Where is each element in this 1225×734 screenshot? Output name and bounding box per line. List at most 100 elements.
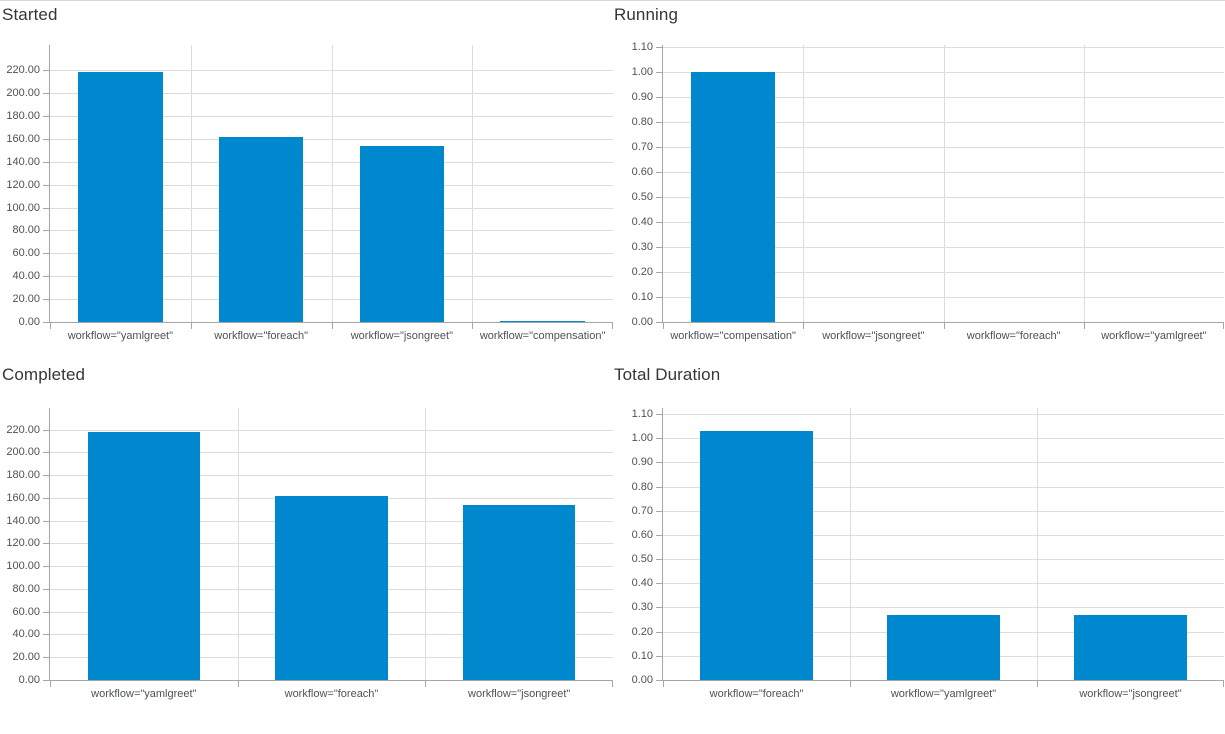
y-axis-tick	[43, 475, 49, 477]
y-axis-tick	[656, 71, 662, 73]
bar	[887, 614, 1000, 680]
bar	[700, 430, 813, 680]
y-axis-tick-label: 0.50	[631, 190, 653, 203]
y-axis-tick	[656, 271, 662, 273]
x-axis-category-label: workflow="foreach"	[966, 330, 1061, 342]
y-axis-tick	[43, 322, 49, 323]
y-axis-tick	[656, 510, 662, 512]
panel-title-started: Started	[2, 5, 58, 24]
gridline-horizontal	[663, 462, 1224, 464]
y-axis-tick-label: 0.90	[631, 456, 653, 469]
y-axis-tick-label: 100.00	[6, 560, 40, 573]
y-axis-tick-label: 0.10	[631, 649, 653, 662]
bar	[359, 145, 445, 322]
y-axis-tick-label: 0.10	[631, 290, 653, 303]
x-axis-category-label: workflow="jsongreet"	[468, 688, 571, 700]
y-axis-tick-label: 200.00	[6, 446, 40, 459]
y-axis-tick	[43, 70, 49, 72]
y-axis-tick	[43, 429, 49, 431]
y-axis-tick-label: 0.80	[631, 480, 653, 493]
gridline-vertical	[237, 408, 239, 680]
y-axis-tick-label: 0.00	[18, 674, 40, 686]
bar	[462, 504, 576, 680]
y-axis-tick	[656, 607, 662, 609]
gridline-vertical	[943, 45, 945, 322]
y-axis-tick	[43, 184, 49, 186]
x-axis-tick	[850, 681, 851, 687]
y-axis-tick-label: 0.00	[18, 316, 40, 328]
y-axis-tick	[656, 486, 662, 488]
gridline-vertical	[331, 45, 333, 322]
running-bar-chart: 0.00 0.10 0.20 0.30 0.40 0.50 0.60 0.70 0.80 0.90…	[632, 41, 1224, 342]
gridline-horizontal	[663, 486, 1224, 488]
bar	[500, 320, 585, 322]
y-axis-tick-label: 0.30	[631, 240, 653, 253]
gridline-vertical	[1037, 408, 1038, 680]
panel-total-duration: Total Duration 0.00 0.10 0.20 0.30 0.40 0.50 0…	[612, 360, 1225, 734]
y-axis-tick	[656, 146, 662, 148]
x-axis-tick	[612, 323, 613, 329]
total-duration-bar-chart: 0.00 0.10 0.20 0.30 0.40 0.50 0.60 0.70 0.80 0.90…	[632, 408, 1224, 700]
bar	[1074, 614, 1187, 680]
y-axis-tick-label: 220.00	[6, 64, 40, 77]
y-axis-tick-label: 140.00	[6, 514, 40, 527]
panel-title-completed: Completed	[2, 365, 86, 384]
bar	[275, 495, 388, 680]
completed-bar-chart: 0.00 20.00 40.00 60.00 80.00 100.00 120.00 140.…	[6, 408, 613, 700]
x-axis-category-label: workflow="foreach"	[284, 688, 379, 700]
y-axis-tick-label: 100.00	[6, 201, 40, 214]
y-axis-tick	[656, 680, 662, 681]
y-axis-tick-label: 80.00	[12, 224, 40, 237]
y-axis-tick-label: 80.00	[12, 582, 40, 595]
y-axis-tick	[43, 680, 49, 681]
y-axis-tick	[43, 299, 49, 301]
y-axis-tick	[656, 631, 662, 633]
y-axis-tick-label: 160.00	[6, 491, 40, 504]
x-axis-category-label: workflow="yamlgreet"	[67, 330, 174, 342]
y-axis-tick-label: 60.00	[12, 247, 40, 260]
bar	[691, 71, 776, 322]
y-axis-tick	[656, 414, 662, 416]
y-axis-tick-label: 200.00	[6, 87, 40, 100]
y-axis-tick-label: 1.00	[631, 65, 653, 78]
gridline-horizontal	[663, 559, 1224, 561]
gridline-horizontal	[663, 534, 1224, 536]
y-axis-tick	[43, 520, 49, 522]
y-axis-tick	[656, 296, 662, 298]
y-axis-tick-label: 0.30	[631, 601, 653, 614]
y-axis-tick	[43, 230, 49, 232]
gridline-horizontal	[663, 510, 1224, 512]
gridline-horizontal	[663, 414, 1224, 416]
x-axis-tick	[190, 323, 192, 329]
x-axis-tick	[803, 323, 805, 329]
x-axis-category-label: workflow="jsongreet"	[1079, 688, 1182, 700]
x-axis-tick	[331, 323, 333, 329]
gridline-vertical	[472, 45, 474, 322]
y-axis-tick	[656, 196, 662, 198]
y-axis-tick-label: 1.10	[631, 408, 653, 421]
y-axis-tick	[43, 253, 49, 255]
y-axis-tick	[656, 221, 662, 223]
y-axis-tick-label: 0.80	[631, 115, 653, 128]
y-axis-tick-label: 1.10	[631, 40, 653, 53]
bar	[87, 431, 201, 680]
panel-completed: Completed 0.00 20.00 40.00 60.00 80.00 100.00…	[0, 360, 613, 734]
gridline-vertical	[190, 45, 192, 322]
x-axis-category-label: workflow="yamlgreet"	[91, 688, 197, 700]
y-axis-tick	[656, 171, 662, 173]
y-axis-tick-label: 140.00	[6, 155, 40, 168]
x-axis-tick	[1223, 681, 1224, 687]
x-axis-tick	[237, 681, 239, 687]
y-axis-tick-label: 0.20	[631, 265, 653, 278]
x-axis-tick	[663, 681, 664, 687]
x-axis-tick	[943, 323, 945, 329]
y-axis-tick	[43, 207, 49, 209]
x-axis-category-label: workflow="compensation"	[479, 330, 606, 342]
y-axis-tick	[43, 93, 49, 95]
y-axis-tick	[43, 566, 49, 568]
y-axis-tick	[656, 438, 662, 440]
y-axis-tick-label: 180.00	[6, 109, 40, 122]
gridline-vertical	[850, 408, 851, 680]
y-axis-tick-label: 0.40	[631, 577, 653, 590]
panel-running: Running 0.00 0.10 0.20 0.30 0.40 0.50 0.60 0.70…	[612, 0, 1225, 360]
